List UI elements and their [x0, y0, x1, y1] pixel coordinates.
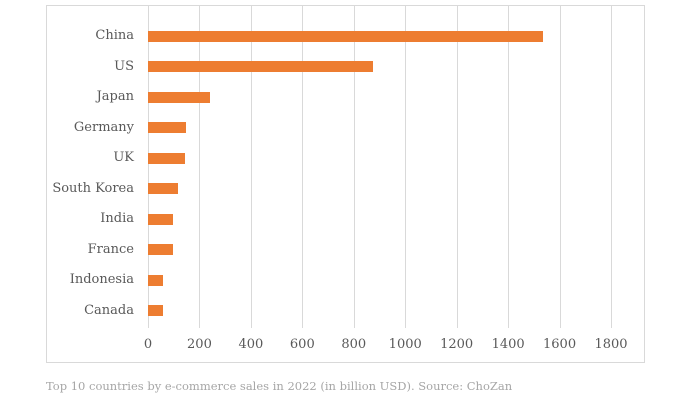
x-tick-label: 1400: [491, 337, 525, 352]
bar-china: [148, 30, 544, 42]
x-tick-label: 800: [341, 337, 367, 352]
x-tick-label: 1600: [543, 337, 577, 352]
chart-caption: Top 10 countries by e-commerce sales in …: [46, 379, 513, 393]
category-label: Indonesia: [69, 272, 134, 288]
category-label: UK: [113, 150, 134, 166]
plot-area: [148, 6, 612, 328]
x-tick-label: 1200: [440, 337, 474, 352]
bar-south-korea: [148, 183, 179, 195]
x-tick-label: 400: [238, 337, 264, 352]
gridline: [611, 6, 612, 328]
gridline: [405, 6, 406, 328]
bar-indonesia: [148, 274, 164, 286]
bar-uk: [148, 152, 186, 164]
bar-india: [148, 213, 173, 225]
x-tick-label: 200: [187, 337, 212, 352]
category-label: Japan: [96, 89, 134, 105]
bar-canada: [148, 305, 164, 317]
gridline: [251, 6, 252, 328]
gridline: [457, 6, 458, 328]
gridline: [199, 6, 200, 328]
gridline: [508, 6, 509, 328]
gridline: [302, 6, 303, 328]
gridline: [148, 6, 149, 328]
bar-us: [148, 61, 374, 73]
category-label: Germany: [73, 119, 134, 135]
bar-japan: [148, 91, 210, 103]
x-tick-label: 0: [143, 337, 153, 352]
bar-germany: [148, 122, 187, 134]
gridline: [354, 6, 355, 328]
x-tick-label: 600: [289, 337, 315, 352]
category-label: South Korea: [52, 180, 134, 196]
x-tick-label: 1800: [594, 337, 628, 352]
category-label: China: [95, 28, 134, 43]
x-tick-label: 1000: [388, 337, 422, 352]
category-label: Canada: [84, 302, 134, 318]
bar-france: [148, 244, 173, 256]
category-label: France: [87, 241, 134, 257]
category-label: India: [100, 211, 134, 227]
gridline: [560, 6, 561, 328]
category-label: US: [114, 58, 134, 74]
